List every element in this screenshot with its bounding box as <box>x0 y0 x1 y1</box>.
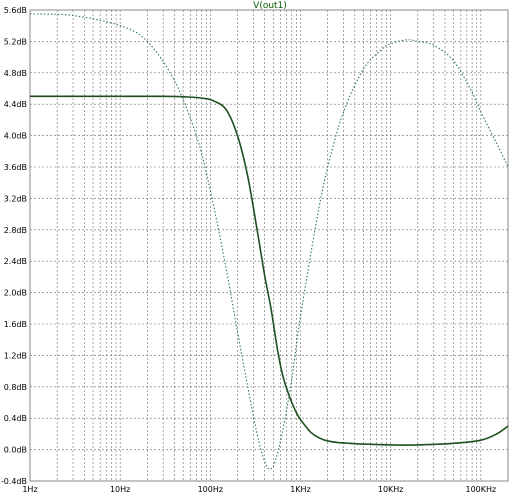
x-tick-label: 100Hz <box>198 485 223 494</box>
y-tick-label: 0.8dB <box>4 383 27 392</box>
y-tick-label: 1.6dB <box>4 320 27 329</box>
y-tick-label: 5.6dB <box>4 6 27 15</box>
y-tick-label: -0.4dB <box>1 477 27 486</box>
series-dotted-line <box>29 13 509 470</box>
y-tick-label: 4.0dB <box>4 132 27 141</box>
y-tick-label: 3.6dB <box>4 163 27 172</box>
x-tick-label: 1Hz <box>22 485 37 494</box>
y-tick-label: 2.4dB <box>4 257 27 266</box>
x-tick-label: 10KHz <box>378 485 404 494</box>
series-solid-line <box>30 95 509 446</box>
plot-frame <box>29 9 509 482</box>
y-tick-label: 2.0dB <box>4 289 27 298</box>
x-tick-label: 1KHz <box>290 485 311 494</box>
x-tick-label: 10Hz <box>110 485 130 494</box>
y-tick-label: 1.2dB <box>4 351 27 360</box>
x-tick-label: 100KHz <box>465 485 496 494</box>
grid <box>29 9 509 482</box>
y-tick-label: 3.2dB <box>4 194 27 203</box>
chart-title: V(out1) <box>253 1 287 11</box>
y-tick-label: 4.8dB <box>4 69 27 78</box>
y-tick-label: 4.4dB <box>4 100 27 109</box>
y-tick-label: 0.0dB <box>4 446 27 455</box>
tick-labels: 5.6dB 5.2dB 4.8dB 4.4dB 4.0dB 3.6dB 3.2dB 2.8dB… <box>1 6 496 494</box>
y-tick-label: 2.8dB <box>4 226 27 235</box>
series <box>29 13 509 470</box>
y-tick-label: 0.4dB <box>4 414 27 423</box>
y-tick-label: 5.2dB <box>4 37 27 46</box>
